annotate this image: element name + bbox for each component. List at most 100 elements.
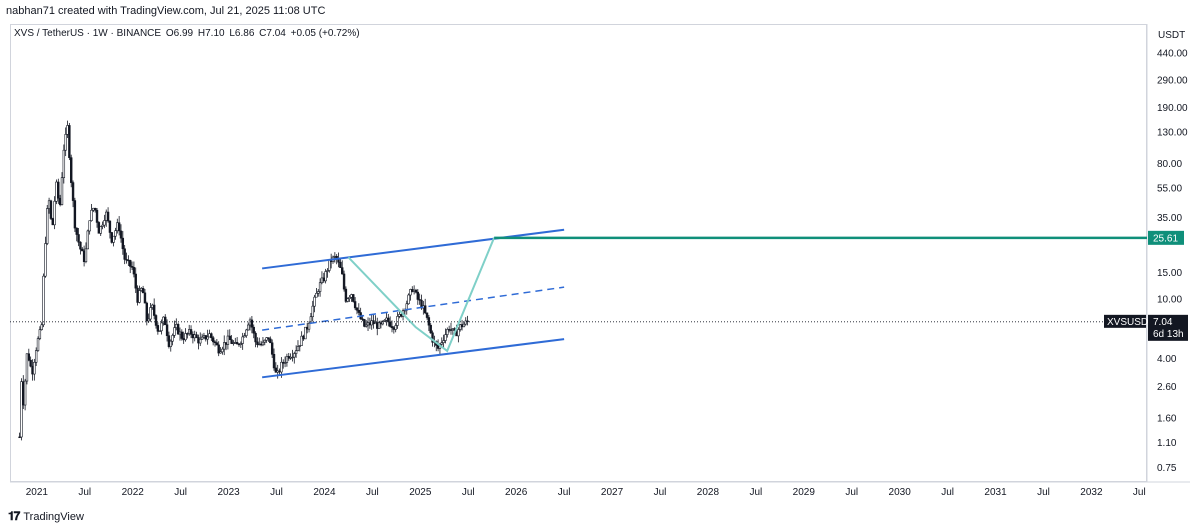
- candle-body: [272, 354, 276, 369]
- current-price-tag: [1148, 314, 1188, 341]
- candle-body: [68, 125, 71, 158]
- candle-body: [86, 230, 90, 250]
- candle-body: [215, 342, 219, 346]
- price-tick-label: 1.60: [1157, 414, 1177, 425]
- candle-body: [99, 226, 102, 234]
- candle-body: [252, 326, 255, 334]
- candle-body: [176, 324, 180, 335]
- time-tick-label: Jul: [462, 487, 475, 498]
- price-tick-label: 130.00: [1157, 128, 1188, 139]
- time-tick-label: Jul: [654, 487, 667, 498]
- candle-body: [114, 230, 117, 237]
- candle-body: [447, 329, 451, 331]
- candle-body: [423, 305, 427, 314]
- candle-body: [188, 329, 191, 334]
- candle-body: [81, 248, 84, 252]
- price-tick-label: 35.00: [1157, 213, 1182, 224]
- candle-body: [55, 181, 58, 202]
- candle-body: [105, 211, 108, 221]
- candle-body: [394, 325, 397, 330]
- candle-body: [364, 324, 368, 327]
- candle-body: [361, 318, 364, 320]
- candle-body: [379, 322, 383, 325]
- candle-body: [127, 259, 130, 262]
- candle-body: [269, 338, 272, 344]
- candle-body: [40, 324, 43, 330]
- candle-body: [175, 324, 178, 328]
- candle-body: [429, 324, 432, 334]
- footer-brand: TradingView: [23, 510, 84, 523]
- candle-body: [101, 224, 104, 227]
- candle-body: [388, 321, 392, 327]
- candle-body: [254, 332, 257, 343]
- price-tick-label: 55.00: [1157, 184, 1182, 195]
- candle-body: [88, 220, 91, 232]
- channel-middle-line: [262, 286, 565, 331]
- candle-body: [407, 294, 410, 305]
- candle-body: [412, 289, 416, 292]
- candle-body: [230, 339, 233, 344]
- candle-body: [265, 337, 268, 341]
- candle-body: [22, 381, 25, 406]
- candle-body: [353, 301, 357, 309]
- legend-close: C7.04: [259, 28, 286, 39]
- legend-high: H7.10: [197, 28, 225, 39]
- candle-body: [93, 207, 97, 211]
- time-tick-label: Jul: [270, 487, 283, 498]
- candle-body: [70, 157, 73, 183]
- symbol-legend[interactable]: XVS / TetherUS · 1W · BINANCE O6.99 H7.1…: [14, 28, 362, 39]
- candle-body: [134, 273, 137, 289]
- candle-body: [165, 324, 169, 337]
- time-tick-label: 2021: [26, 487, 49, 498]
- chart-credit: nabhan71 created with TradingView.com, J…: [6, 5, 326, 17]
- candle-body: [223, 342, 226, 350]
- candle-body: [173, 327, 176, 336]
- footer: 𝟏𝟕 TradingView: [8, 509, 84, 524]
- candle-body: [116, 222, 119, 232]
- candle-body: [160, 322, 163, 332]
- price-tick-label: 190.00: [1157, 103, 1188, 114]
- legend-low: L6.86: [229, 28, 255, 39]
- top-bar: nabhan71 created with TradingView.com, J…: [0, 0, 1200, 22]
- candle-body: [366, 322, 370, 326]
- candle-body: [243, 335, 246, 338]
- price-tick-label: 80.00: [1157, 159, 1182, 170]
- candle-body: [110, 232, 113, 243]
- candle-body: [202, 335, 206, 338]
- candle-body: [130, 266, 134, 268]
- candle-body: [211, 337, 215, 343]
- candle-body: [71, 182, 75, 201]
- candle-body: [449, 329, 453, 331]
- candle-body: [226, 335, 230, 345]
- time-tick-label: Jul: [558, 487, 571, 498]
- candle-body: [348, 296, 351, 299]
- price-tick-label: 15.00: [1157, 268, 1182, 279]
- candle-body: [460, 324, 464, 328]
- price-tick-label: 0.75: [1157, 463, 1177, 474]
- candle-body: [23, 380, 27, 406]
- candle-body: [84, 248, 88, 263]
- candle-body: [317, 291, 320, 294]
- candle-body: [171, 335, 174, 342]
- price-tick-label: 4.00: [1157, 354, 1177, 365]
- candle-body: [298, 345, 302, 347]
- candle-body: [276, 370, 279, 373]
- candle-body: [29, 359, 32, 367]
- candle-body: [206, 336, 209, 340]
- candle-body: [302, 335, 305, 340]
- candle-body: [34, 350, 38, 363]
- candle-body: [167, 335, 171, 347]
- channel-lower-line: [262, 338, 565, 379]
- candle-body: [296, 346, 300, 351]
- candle-body: [90, 209, 93, 221]
- candle-body: [256, 341, 259, 345]
- candle-body: [396, 316, 399, 326]
- candle-body: [208, 333, 211, 338]
- symbol-tag-label: XVSUSDT: [1107, 317, 1154, 328]
- candle-body: [282, 361, 285, 364]
- candle-body: [235, 342, 239, 345]
- candle-body: [213, 341, 217, 344]
- candle-body: [451, 328, 455, 331]
- time-tick-label: Jul: [941, 487, 954, 498]
